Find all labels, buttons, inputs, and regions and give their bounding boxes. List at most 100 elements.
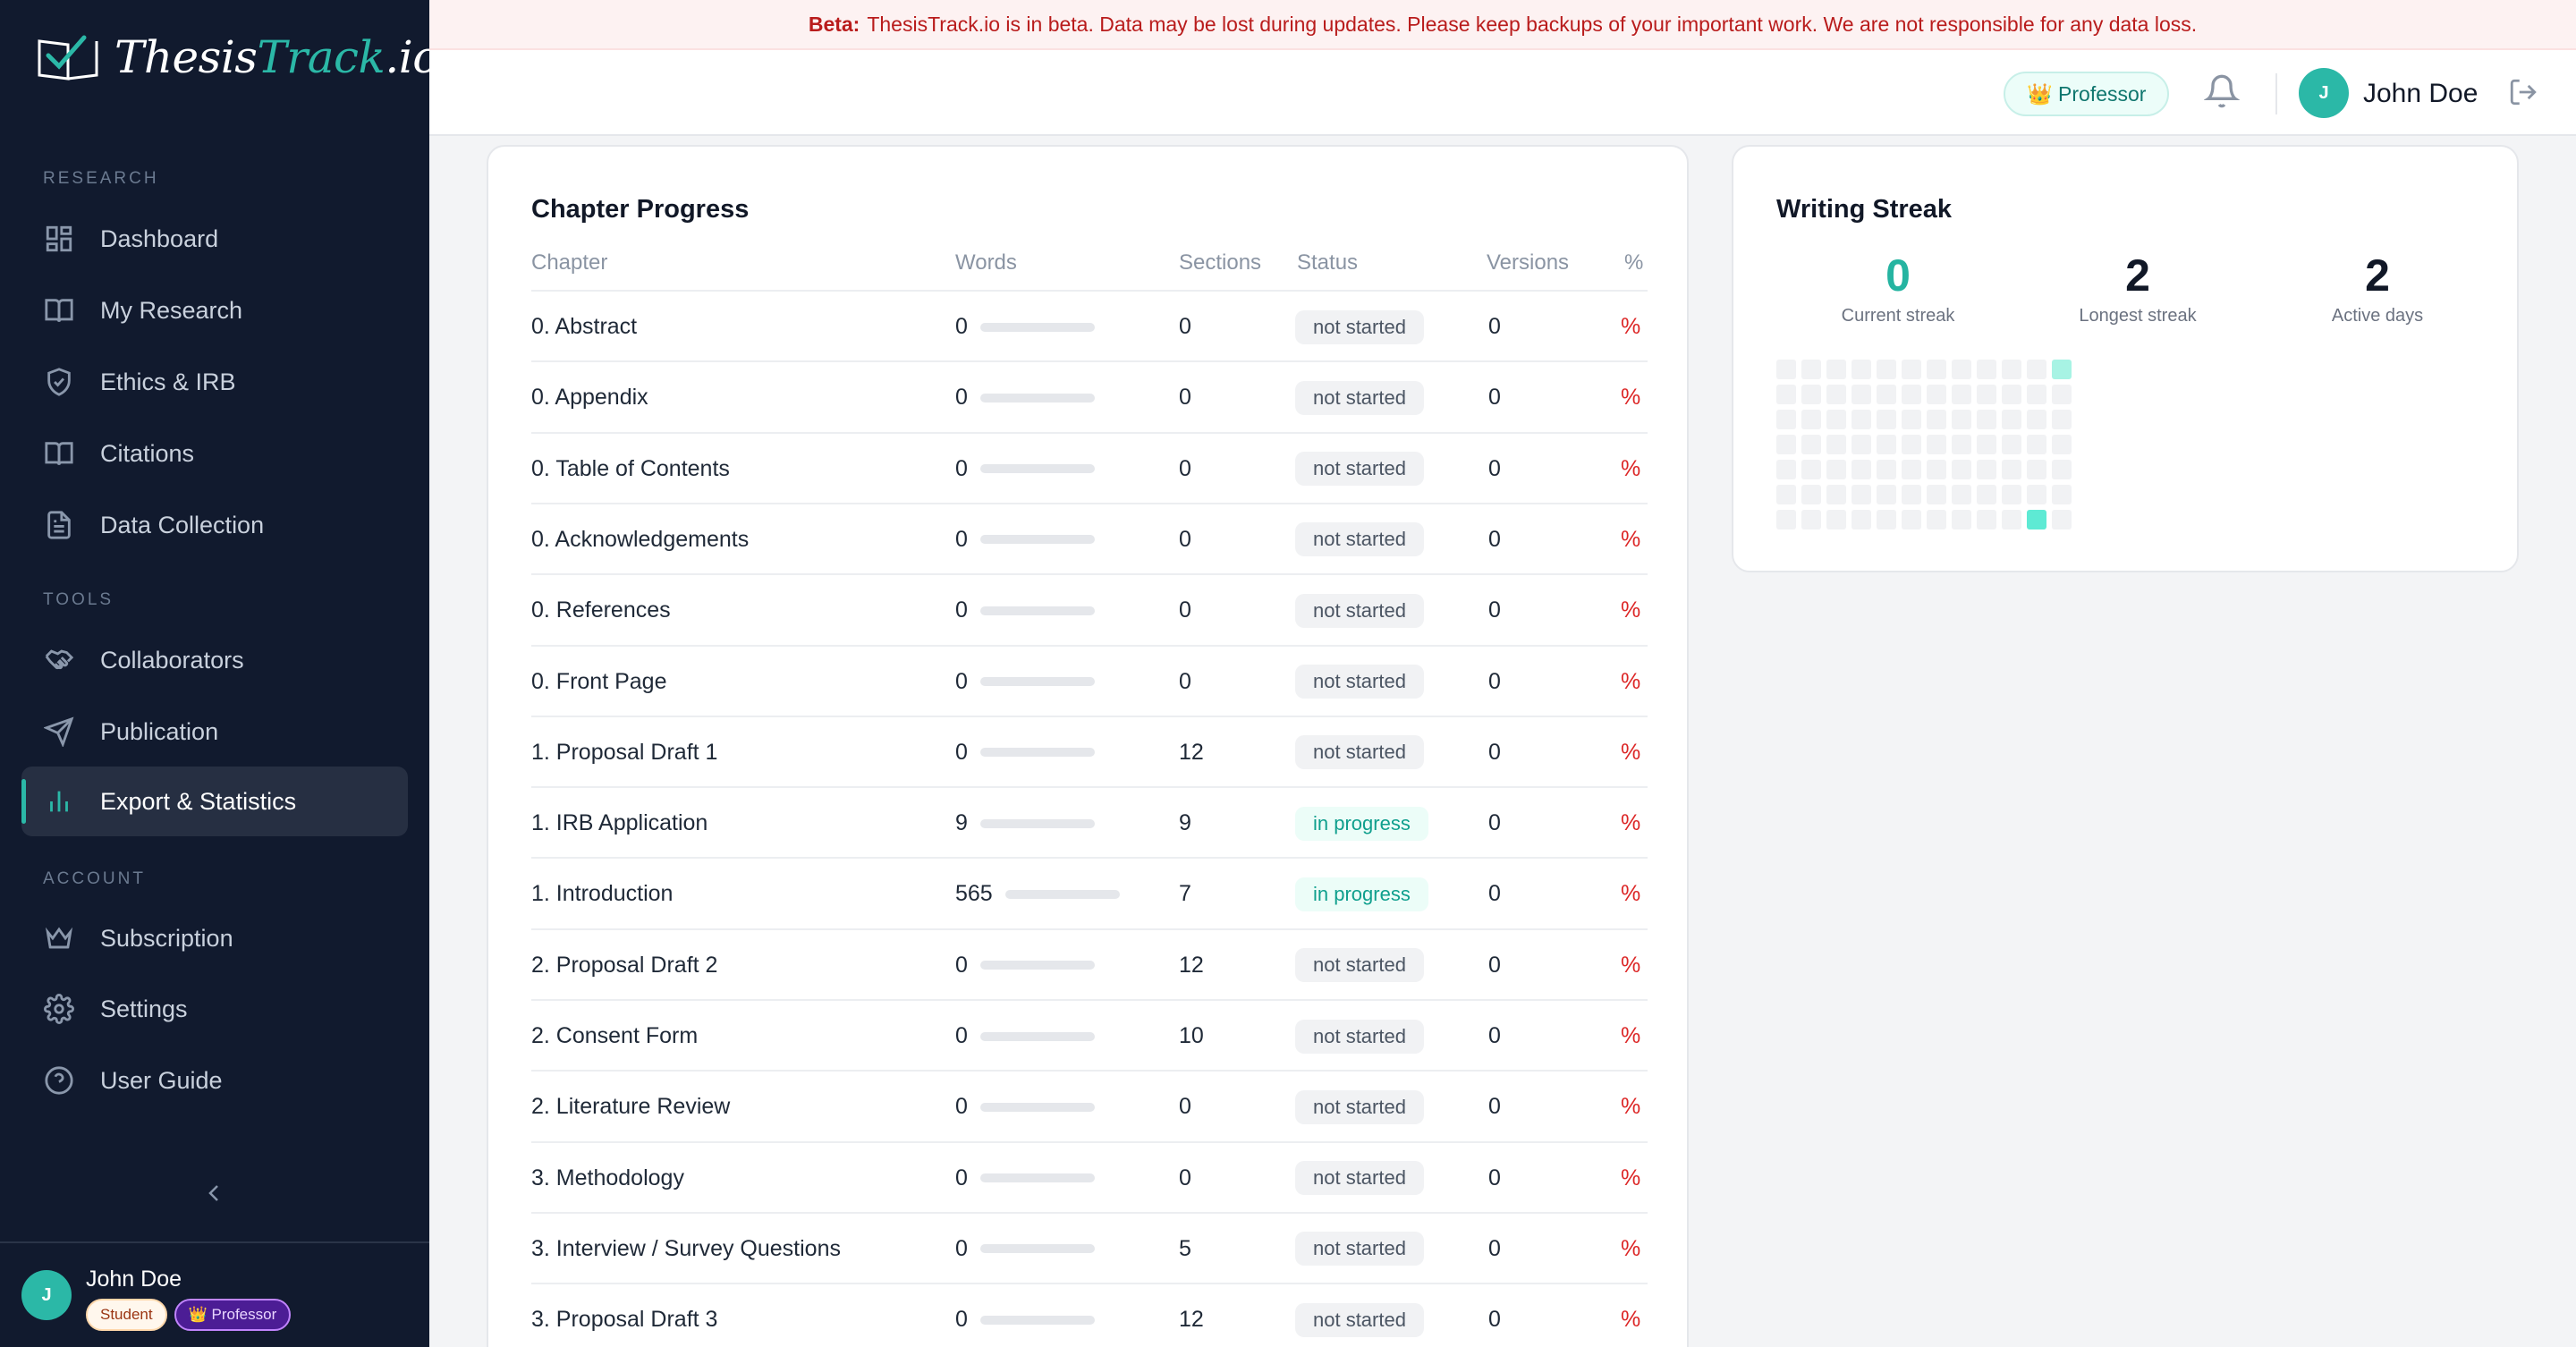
table-row[interactable]: 3. Proposal Draft 3 0 12 not started 0%: [531, 1283, 1648, 1347]
table-row[interactable]: 3. Methodology 0 0 not started 0%: [531, 1140, 1648, 1212]
percent-value: %: [1621, 1165, 1641, 1190]
sidebar-item-citations[interactable]: Citations: [21, 419, 408, 488]
chapter-name: 1. Proposal Draft 1: [531, 739, 718, 765]
heatmap-day-cell: [2052, 510, 2072, 529]
percent-value: %: [1621, 1235, 1641, 1261]
heatmap-day-cell: [1927, 485, 1946, 504]
status-cell: in progress: [1295, 859, 1428, 929]
progress-bar: [1004, 889, 1120, 899]
status-cell: not started: [1295, 1284, 1424, 1347]
current-streak-value: 0: [1885, 250, 1911, 301]
word-count: 0: [955, 314, 968, 339]
heatmap-day-cell: [2052, 360, 2072, 379]
sidebar-item-collaborators[interactable]: Collaborators: [21, 625, 408, 695]
collapse-sidebar-button[interactable]: [200, 1179, 229, 1207]
progress-bar: [979, 1173, 1095, 1183]
heatmap-day-cell: [2052, 485, 2072, 504]
progress-bar: [979, 818, 1095, 828]
percent-value: %: [1621, 455, 1641, 481]
heatmap-day-cell: [2052, 435, 2072, 454]
heatmap-day-cell: [1852, 485, 1871, 504]
heatmap-day-cell: [2027, 435, 2046, 454]
logo[interactable]: ThesisTrack.io: [36, 29, 439, 86]
table-row[interactable]: 1. IRB Application 9 9 in progress 0%: [531, 786, 1648, 857]
student-badge: Student: [86, 1299, 167, 1331]
notifications-button[interactable]: [2203, 73, 2243, 113]
sidebar-item-label: Export & Statistics: [100, 787, 297, 815]
heatmap-day-cell: [1826, 360, 1846, 379]
status-badge: not started: [1295, 522, 1424, 557]
sidebar-item-publication[interactable]: Publication: [21, 697, 408, 767]
book-open-icon: [43, 294, 75, 326]
heatmap-day-cell: [1801, 385, 1821, 404]
heatmap-day-cell: [1952, 485, 1971, 504]
table-row[interactable]: 0. Appendix 0 0 not started 0%: [531, 360, 1648, 431]
heatmap-day-cell: [1852, 360, 1871, 379]
heatmap-day-cell: [1852, 435, 1871, 454]
sidebar-item-data-collection[interactable]: Data Collection: [21, 490, 408, 560]
table-row[interactable]: 0. References 0 0 not started 0%: [531, 573, 1648, 644]
avatar[interactable]: J: [2299, 68, 2349, 118]
logout-button[interactable]: [2508, 77, 2544, 113]
sidebar-item-export-statistics[interactable]: Export & Statistics: [21, 767, 408, 836]
heatmap-day-cell: [1826, 510, 1846, 529]
word-count-cell: 0: [955, 292, 1095, 362]
sidebar-item-my-research[interactable]: My Research: [21, 275, 408, 345]
table-row[interactable]: 0. Table of Contents 0 0 not started 0%: [531, 431, 1648, 503]
table-row[interactable]: 0. Acknowledgements 0 0 not started 0%: [531, 502, 1648, 573]
status-badge: not started: [1295, 1302, 1424, 1337]
heatmap-day-cell: [2052, 385, 2072, 404]
status-badge: not started: [1295, 665, 1424, 699]
table-row[interactable]: 3. Interview / Survey Questions 0 5 not sta…: [531, 1211, 1648, 1284]
sidebar-item-label: Data Collection: [100, 511, 265, 538]
heatmap-day-cell: [1776, 410, 1796, 429]
logo-text: ThesisTrack.io: [114, 31, 439, 83]
percent-value: %: [1621, 314, 1641, 339]
heatmap-day-cell: [2002, 485, 2021, 504]
current-streak-stat: 0 Current streak: [1809, 249, 1987, 326]
sidebar-item-settings[interactable]: Settings: [21, 974, 408, 1044]
sidebar-item-label: Dashboard: [100, 224, 219, 252]
table-row[interactable]: 2. Proposal Draft 2 0 12 not started 0%: [531, 928, 1648, 999]
heatmap-day-cell: [1826, 410, 1846, 429]
word-count-cell: 0: [955, 1001, 1095, 1072]
sidebar-item-dashboard[interactable]: Dashboard: [21, 204, 408, 274]
table-row[interactable]: 2. Consent Form 0 10 not started 0%: [531, 999, 1648, 1070]
heatmap-day-cell: [1977, 360, 1996, 379]
header-user-name[interactable]: John Doe: [2363, 79, 2479, 108]
beta-label: Beta:: [808, 12, 860, 36]
table-row[interactable]: 1. Introduction 565 7 in progress 0%: [531, 857, 1648, 928]
table-row[interactable]: 0. Front Page 0 0 not started 0%: [531, 644, 1648, 716]
status-badge: not started: [1295, 1089, 1424, 1124]
table-row[interactable]: 2. Literature Review 0 0 not started 0%: [531, 1070, 1648, 1140]
heatmap-day-cell: [1952, 410, 1971, 429]
column-header-words: Words: [955, 250, 1017, 275]
word-count-cell: 0: [955, 1214, 1095, 1284]
word-count-cell: 0: [955, 1072, 1095, 1142]
progress-bar: [979, 1315, 1095, 1325]
heatmap-day-cell: [1776, 385, 1796, 404]
table-row[interactable]: 1. Proposal Draft 1 0 12 not started 0%: [531, 715, 1648, 786]
table-row[interactable]: 0. Abstract 0 0 not started 0%: [531, 290, 1648, 360]
version-count: 0: [1488, 1235, 1501, 1261]
shield-check-icon: [43, 366, 75, 398]
role-pill[interactable]: 👑 Professor: [2004, 72, 2170, 116]
sidebar-item-user-guide[interactable]: User Guide: [21, 1046, 408, 1115]
logout-icon: [2510, 79, 2537, 106]
card-title: Chapter Progress: [531, 195, 750, 224]
heatmap-day-cell: [1877, 460, 1896, 479]
heatmap-day-cell: [1927, 510, 1946, 529]
sidebar-item-label: Subscription: [100, 924, 233, 952]
sidebar-item-subscription[interactable]: Subscription: [21, 903, 408, 973]
sidebar-item-ethics-irb[interactable]: Ethics & IRB: [21, 347, 408, 417]
word-count: 0: [955, 526, 968, 552]
word-count: 0: [955, 1165, 968, 1190]
header-divider: [2275, 73, 2277, 114]
word-count: 0: [955, 385, 968, 411]
sidebar-user-card[interactable]: J John Doe Student 👑 Professor: [0, 1241, 429, 1347]
chapter-name: 0. Appendix: [531, 385, 648, 411]
percent-value: %: [1621, 526, 1641, 552]
heatmap-day-cell: [1952, 510, 1971, 529]
chapter-progress-card: Chapter Progress Chapter Words Sections …: [487, 145, 1689, 1347]
status-cell: not started: [1295, 930, 1424, 1001]
